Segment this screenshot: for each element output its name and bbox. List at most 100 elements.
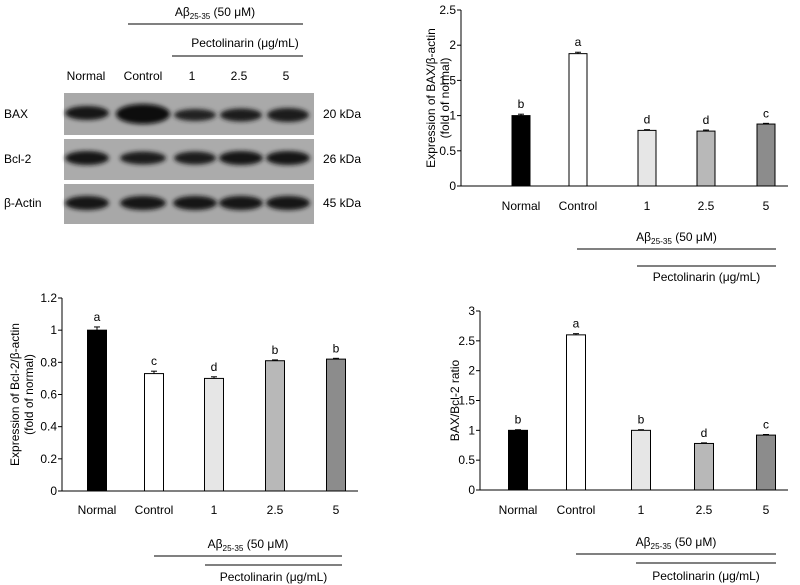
- band-actin-2-5: [219, 196, 263, 210]
- y-tick-label: 0.4: [40, 420, 57, 434]
- significance-letter: b: [515, 413, 522, 427]
- y-tick-label: 1.2: [40, 291, 57, 305]
- bar-normal: [87, 329, 107, 492]
- band-bcl2-2-5: [219, 151, 263, 165]
- y-tick-label: 2: [449, 38, 456, 52]
- category-label: Normal: [499, 503, 538, 517]
- subgroup-label-pectolinarin: Pectolinarin (μg/mL): [653, 270, 761, 284]
- bar-2-5: [265, 360, 285, 492]
- band-bax-2-5: [220, 108, 262, 122]
- category-label: 2.5: [696, 503, 713, 517]
- band-bcl2-1: [174, 151, 216, 165]
- subgroup-label-pectolinarin: Pectolinarin (μg/mL): [652, 569, 760, 583]
- band-actin-normal: [65, 196, 109, 210]
- category-label: 2.5: [267, 503, 284, 517]
- bar-1: [631, 429, 651, 491]
- significance-letter: b: [272, 343, 279, 357]
- category-label: Control: [559, 199, 598, 213]
- bar-5: [756, 434, 776, 491]
- category-label: 2.5: [698, 199, 715, 213]
- bar-5: [326, 358, 346, 492]
- row-size-bcl2: 26 kDa: [323, 152, 361, 166]
- y-tick-label: 1: [449, 109, 456, 123]
- category-label: 1: [638, 503, 645, 517]
- row-size-actin: 45 kDa: [323, 196, 361, 210]
- significance-letter: c: [151, 354, 157, 368]
- row-label-bcl2: Bcl-2: [4, 152, 32, 166]
- y-tick-label: 2: [468, 364, 475, 378]
- subgroup-label-pectolinarin: Pectolinarin (μg/mL): [220, 570, 328, 584]
- significance-letter: d: [703, 113, 710, 127]
- y-tick-label: 0: [468, 483, 475, 497]
- y-tick-label: 1.5: [458, 394, 475, 408]
- y-axis-title: Expression of Bcl-2/β-actin(fold of norm…: [8, 323, 36, 466]
- band-bcl2-control: [120, 151, 166, 165]
- category-label: 5: [763, 503, 770, 517]
- category-label: Control: [135, 503, 174, 517]
- band-bax-normal: [65, 106, 109, 120]
- significance-letter: b: [638, 413, 645, 427]
- lane-label-normal: Normal: [67, 69, 106, 83]
- y-tick-label: 0.5: [439, 144, 456, 158]
- significance-letter: b: [518, 97, 525, 111]
- row-label-actin: β-Actin: [4, 196, 42, 210]
- band-bax-control: [116, 104, 170, 124]
- significance-letter: c: [763, 418, 769, 432]
- bar-normal: [508, 429, 528, 491]
- y-axis-title: Expression of BAX/β-actin(fold of normal…: [424, 28, 452, 168]
- category-label: 5: [763, 199, 770, 213]
- western-blot-panel: Aβ25-35 (50 μM) Pectolinarin (μg/mL) Nor…: [4, 5, 361, 224]
- bar-control: [566, 334, 586, 491]
- bar-1: [637, 129, 657, 187]
- y-tick-label: 3: [468, 304, 475, 318]
- y-tick-label: 0: [449, 179, 456, 193]
- y-tick-label: 0: [50, 484, 57, 498]
- significance-letter: a: [94, 310, 101, 324]
- bar-1: [204, 377, 224, 492]
- bar-control: [144, 373, 164, 492]
- y-tick-label: 2.5: [458, 334, 475, 348]
- category-label: 1: [211, 503, 218, 517]
- y-tick-label: 0.5: [458, 453, 475, 467]
- band-bax-1: [174, 109, 216, 121]
- y-tick-label: 1: [468, 423, 475, 437]
- y-tick-label: 2.5: [439, 3, 456, 17]
- blot-treatment-header: Aβ25-35 (50 μM): [175, 5, 255, 21]
- lane-label-control: Control: [124, 69, 163, 83]
- y-tick-label: 1: [50, 323, 57, 337]
- y-tick-label: 1.5: [439, 73, 456, 87]
- chart-bax-bcl2-ratio: 0 0.5 1 1.5 2 2.5 3 BAX/Bcl-2 ratio b Normal a Cont…: [448, 304, 788, 583]
- bar-normal: [511, 115, 531, 187]
- chart-bcl2-expression: 0 0.2 0.4 0.6 0.8 1 1.2 Expression of Bcl-2/β-a…: [8, 291, 358, 584]
- bar-2-5: [694, 442, 714, 491]
- row-label-bax: BAX: [4, 107, 28, 121]
- significance-letter: a: [575, 35, 582, 49]
- bar-2-5: [696, 130, 716, 187]
- bar-5: [756, 123, 776, 187]
- lane-label-5: 5: [283, 69, 290, 83]
- band-bcl2-5: [266, 151, 310, 165]
- lane-label-1: 1: [189, 69, 196, 83]
- group-label-abeta: Aβ25-35 (50 μM): [208, 537, 289, 553]
- significance-letter: c: [763, 106, 769, 120]
- y-axis-title: BAX/Bcl-2 ratio: [448, 359, 462, 441]
- lane-label-2-5: 2.5: [231, 69, 248, 83]
- significance-letter: a: [573, 317, 580, 331]
- significance-letter: d: [644, 113, 651, 127]
- category-label: Normal: [78, 503, 117, 517]
- significance-letter: b: [333, 341, 340, 355]
- band-bcl2-normal: [65, 151, 109, 165]
- band-bax-5: [267, 108, 309, 122]
- band-actin-1: [173, 196, 217, 210]
- significance-letter: d: [701, 426, 708, 440]
- significance-letter: d: [211, 360, 218, 374]
- group-label-abeta: Aβ25-35 (50 μM): [636, 230, 717, 246]
- group-label-abeta: Aβ25-35 (50 μM): [636, 535, 717, 551]
- category-label: Normal: [502, 199, 541, 213]
- bar-control: [568, 53, 588, 187]
- category-label: 1: [644, 199, 651, 213]
- y-tick-label: 0.8: [40, 355, 57, 369]
- y-tick-label: 0.6: [40, 388, 57, 402]
- chart-bax-expression: 0 0.5 1 1.5 2 2.5 Expression of BAX/β-actin(fo…: [424, 3, 788, 284]
